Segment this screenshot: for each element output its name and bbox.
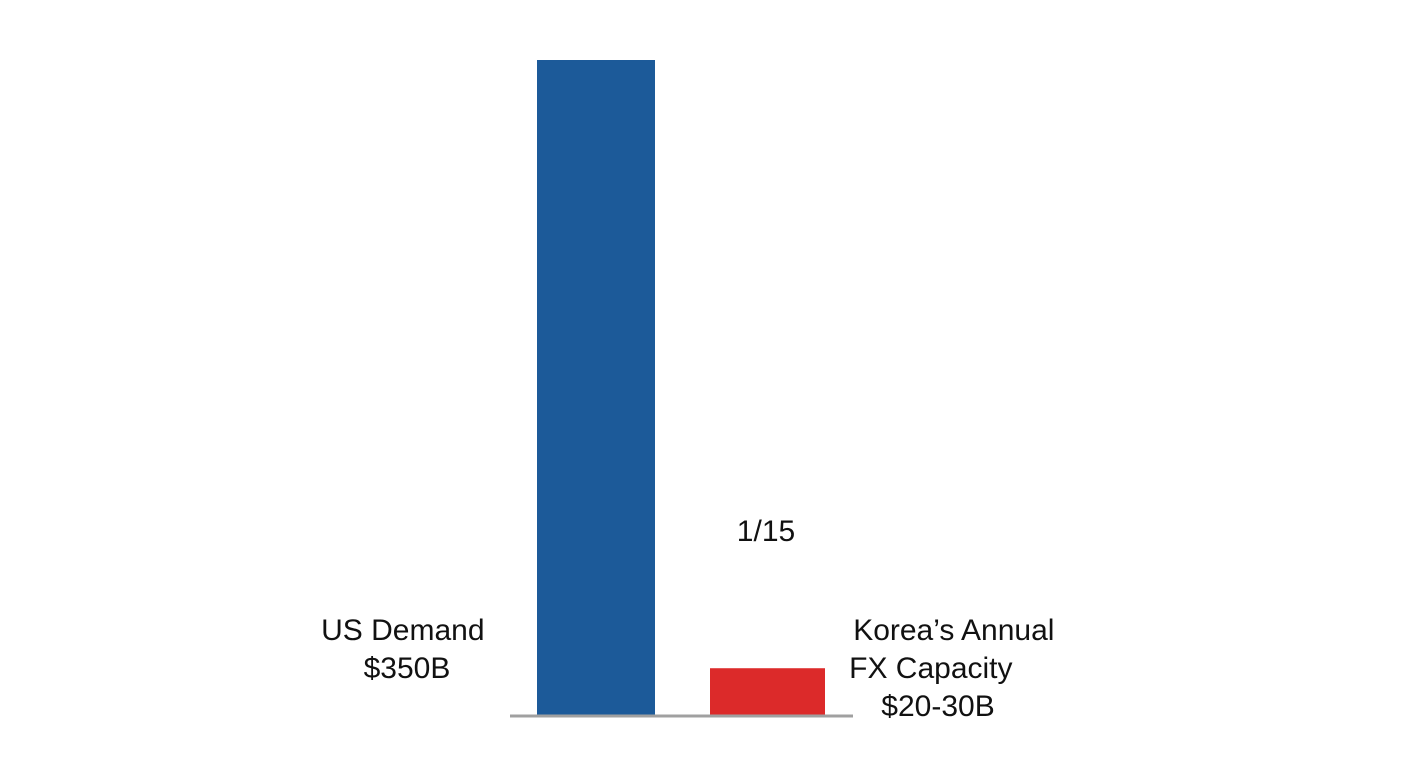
ratio-annotation: 1/15: [737, 515, 795, 548]
bar-label-korea-fx-capacity: Korea’s Annual FX Capacity $20-30B: [849, 614, 1063, 723]
bar-korea-fx-capacity: [710, 668, 825, 715]
bar-label-us-demand: US Demand $350B: [321, 614, 493, 685]
bar-us-demand: [537, 60, 655, 715]
